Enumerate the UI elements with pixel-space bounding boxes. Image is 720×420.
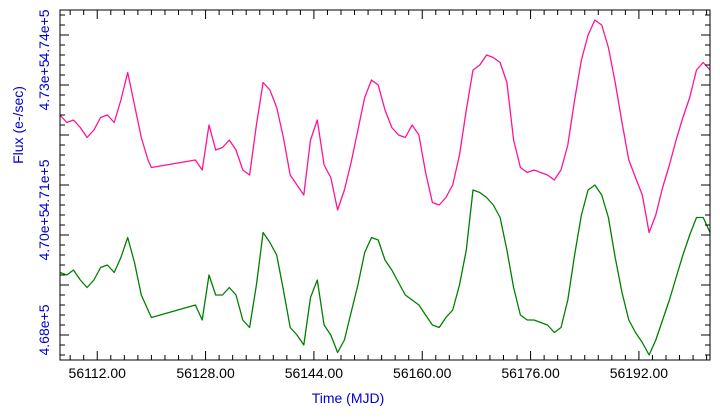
y-tick-label: 4.73e+5: [36, 59, 52, 110]
series-line-1: [59, 19, 711, 234]
x-tick-label: 56192.00: [610, 365, 669, 381]
x-tick-label: 56112.00: [69, 365, 127, 381]
y-offset-label: 4.68e+5: [36, 304, 52, 355]
tick-layer: [60, 10, 710, 360]
x-tick-label: 56160.00: [393, 365, 452, 381]
series-layer: [59, 19, 711, 356]
x-tick-label: 56176.00: [501, 365, 560, 381]
x-tick-label: 56144.00: [285, 365, 344, 381]
series-line-2: [59, 184, 711, 356]
y-tick-label: 4.74e+5: [36, 9, 52, 60]
label-layer: 56112.00 56128.00 56144.00 56160.00 56176.00…: [36, 9, 668, 381]
y-tick-label: 4.71e+5: [36, 159, 52, 210]
x-axis-label: Time (MJD): [312, 390, 385, 406]
y-axis-label: Flux (e-/sec): [10, 86, 26, 164]
x-tick-label: 56128.00: [176, 365, 235, 381]
y-tick-label: 4.70e+5: [36, 209, 52, 260]
